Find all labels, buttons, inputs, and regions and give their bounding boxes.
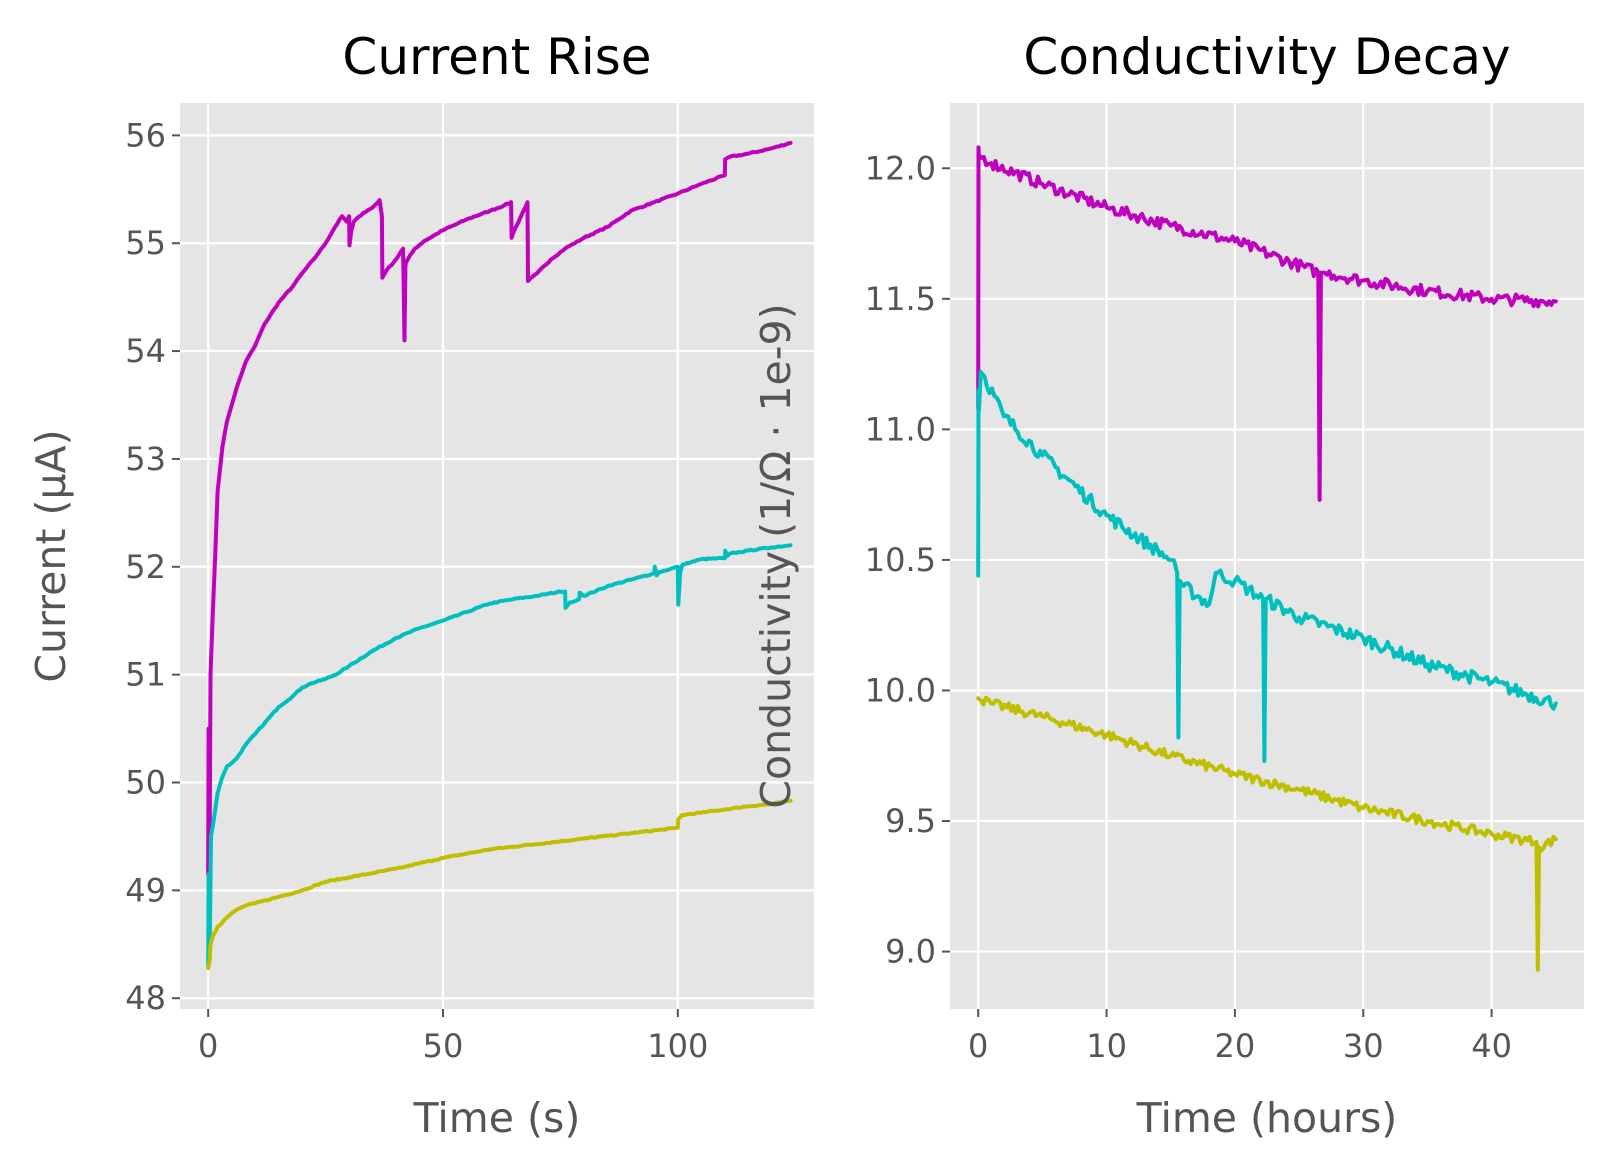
series-line-1 — [976, 145, 1558, 502]
y-tick-label: 9.0 — [885, 933, 936, 971]
series-line-3 — [976, 695, 1558, 972]
chart-title: Current Rise — [342, 28, 651, 86]
conductivity-decay-panel: 0 10 20 30 40 9.0 9.5 10.0 10.5 11.0 11.5 12.0 Cond… — [752, 28, 1584, 1142]
current-rise-plot-area — [180, 103, 814, 1009]
series-line-1 — [206, 140, 793, 877]
y-tick-label: 11.0 — [865, 410, 936, 448]
series-line-3 — [206, 798, 793, 970]
y-tick-label: 9.5 — [885, 802, 936, 840]
conductivity-decay-plot-area — [950, 103, 1584, 1009]
x-tick-label: 30 — [1343, 1027, 1384, 1065]
y-tick-label: 50 — [125, 764, 166, 802]
y-tick-label: 54 — [125, 332, 166, 370]
y-axis-label: Current (μA) — [27, 429, 75, 682]
y-tick-label: 11.5 — [865, 280, 936, 318]
y-tick-label: 55 — [125, 224, 166, 262]
x-axis-label: Time (s) — [413, 1094, 581, 1142]
x-tick-label: 100 — [647, 1027, 708, 1065]
y-tick-label: 51 — [125, 656, 166, 694]
x-axis-label: Time (hours) — [1136, 1094, 1398, 1142]
x-tick-label: 50 — [423, 1027, 464, 1065]
chart-title: Conductivity Decay — [1023, 28, 1510, 86]
x-tick-label: 20 — [1215, 1027, 1256, 1065]
y-tick-label: 10.0 — [865, 671, 936, 709]
y-tick-label: 56 — [125, 116, 166, 154]
current-rise-panel: 0 50 100 48 49 50 51 52 53 54 55 56 Current Rise Ti… — [27, 28, 814, 1142]
x-tick-label: 0 — [968, 1027, 988, 1065]
y-tick-label: 48 — [125, 979, 166, 1017]
y-tick-label: 53 — [125, 440, 166, 478]
series-line-2 — [976, 369, 1558, 763]
y-tick-label: 10.5 — [865, 541, 936, 579]
x-tick-label: 40 — [1471, 1027, 1512, 1065]
x-tick-label: 0 — [198, 1027, 218, 1065]
y-tick-label: 52 — [125, 548, 166, 586]
y-tick-label: 12.0 — [865, 149, 936, 187]
x-tick-label: 10 — [1086, 1027, 1127, 1065]
series-line-2 — [206, 543, 793, 968]
y-axis-label: Conductivity (1/Ω · 1e-9) — [752, 303, 800, 808]
y-tick-label: 49 — [125, 871, 166, 909]
